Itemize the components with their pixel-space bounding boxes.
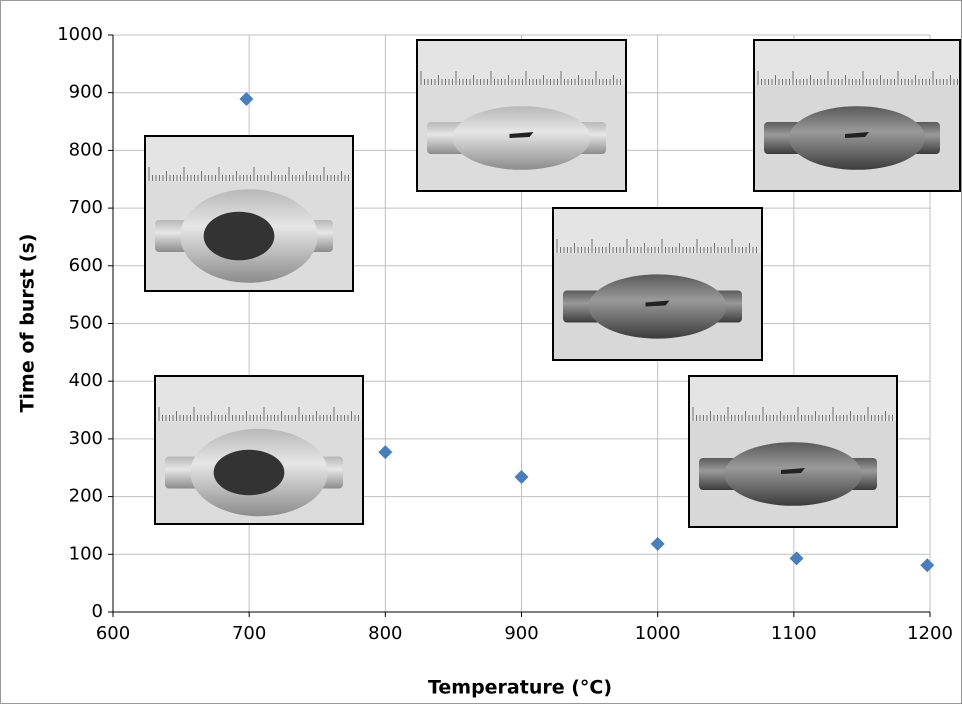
ruler	[146, 137, 352, 181]
rupture	[645, 300, 670, 307]
rupture	[781, 468, 805, 474]
ruler	[156, 377, 362, 421]
y-tick-label: 500	[69, 313, 103, 334]
x-tick-label: 1000	[635, 623, 681, 644]
ruler	[554, 209, 761, 253]
point	[239, 92, 254, 107]
photo-inset	[154, 375, 364, 525]
y-tick-label: 600	[69, 255, 103, 276]
point	[789, 551, 804, 566]
y-tick-label: 100	[69, 543, 103, 564]
x-tick-label: 1200	[907, 623, 953, 644]
point	[650, 536, 665, 551]
ruler	[418, 41, 625, 85]
photo-inset	[552, 207, 763, 361]
x-tick-label: 900	[504, 623, 538, 644]
rupture	[213, 449, 285, 496]
insets	[144, 39, 961, 528]
y-tick-label: 800	[69, 139, 103, 160]
y-axis-title: Time of burst (s)	[17, 234, 39, 413]
ruler	[690, 377, 896, 421]
y-tick-label: 900	[69, 82, 103, 103]
rupture	[845, 132, 869, 138]
marks	[239, 92, 935, 573]
ruler	[755, 41, 959, 85]
x-tick-label: 600	[96, 623, 130, 644]
photo-inset	[416, 39, 627, 192]
y-tick-label: 400	[69, 370, 103, 391]
tube-balloon	[724, 442, 862, 506]
y-tick-label: 200	[69, 486, 103, 507]
point	[920, 558, 935, 573]
point	[514, 469, 529, 484]
point	[378, 445, 393, 460]
x-tick-label: 800	[368, 623, 402, 644]
photo-inset	[688, 375, 898, 528]
y-tick-label: 700	[69, 197, 103, 218]
rupture	[509, 132, 534, 138]
y-tick-label: 0	[92, 601, 103, 622]
y-tick-label: 300	[69, 428, 103, 449]
tube-balloon	[452, 106, 591, 170]
photo-inset	[753, 39, 961, 192]
tube-balloon	[588, 274, 727, 339]
x-axis-title: Temperature (°C)	[428, 677, 612, 699]
x-tick-label: 700	[232, 623, 266, 644]
y-tick-label: 1000	[57, 24, 103, 45]
rupture	[203, 211, 275, 261]
tube-balloon	[789, 106, 925, 170]
photo-inset	[144, 135, 354, 292]
x-tick-label: 1100	[771, 623, 817, 644]
